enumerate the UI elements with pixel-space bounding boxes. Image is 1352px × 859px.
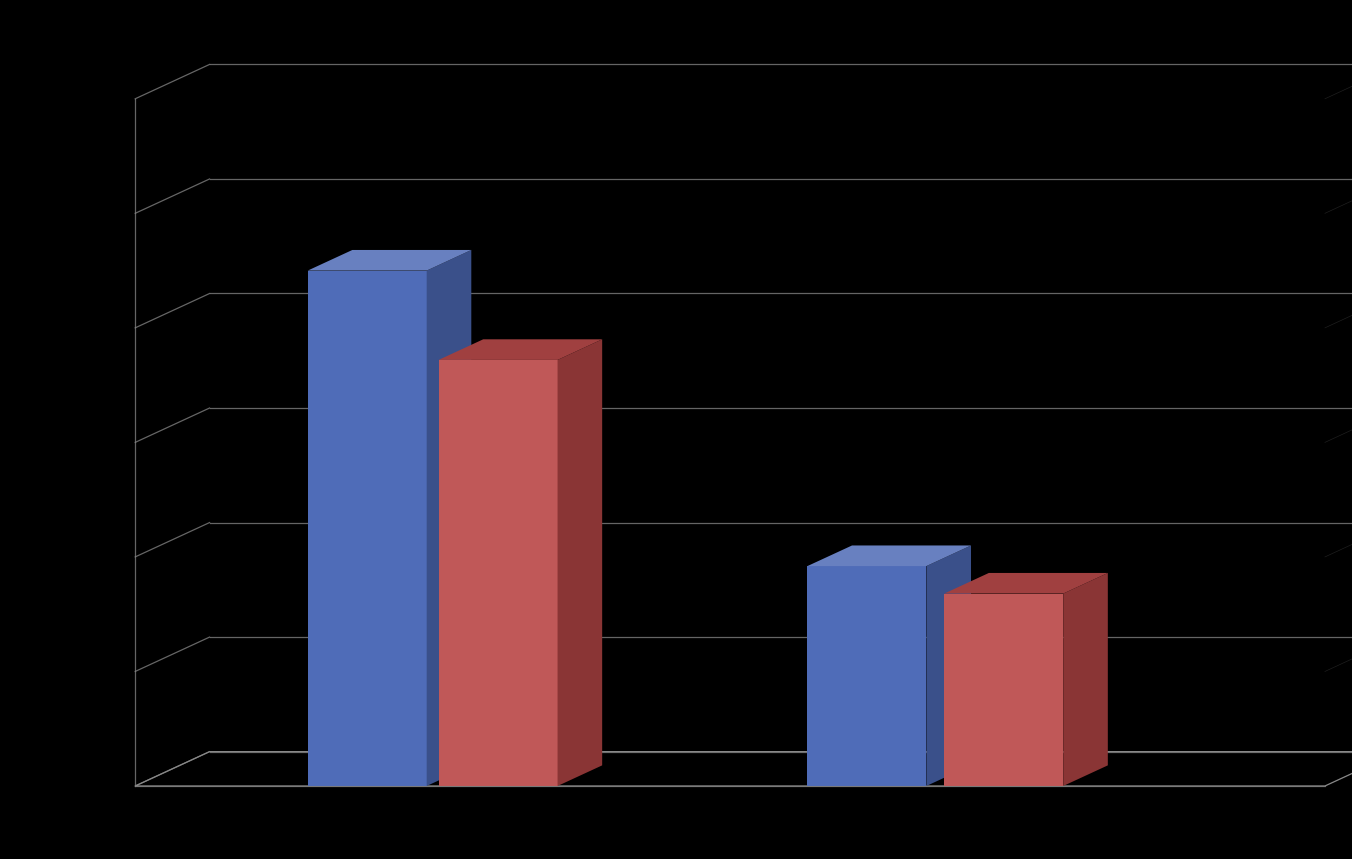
Polygon shape [944, 594, 1063, 786]
Polygon shape [926, 545, 971, 786]
Polygon shape [308, 250, 472, 271]
Polygon shape [427, 250, 472, 786]
Polygon shape [1063, 573, 1107, 786]
Polygon shape [807, 545, 971, 566]
Polygon shape [438, 339, 602, 360]
Polygon shape [944, 573, 1107, 594]
Polygon shape [308, 271, 427, 786]
Polygon shape [135, 752, 1352, 786]
Polygon shape [807, 566, 926, 786]
Polygon shape [438, 360, 557, 786]
Polygon shape [557, 339, 602, 786]
